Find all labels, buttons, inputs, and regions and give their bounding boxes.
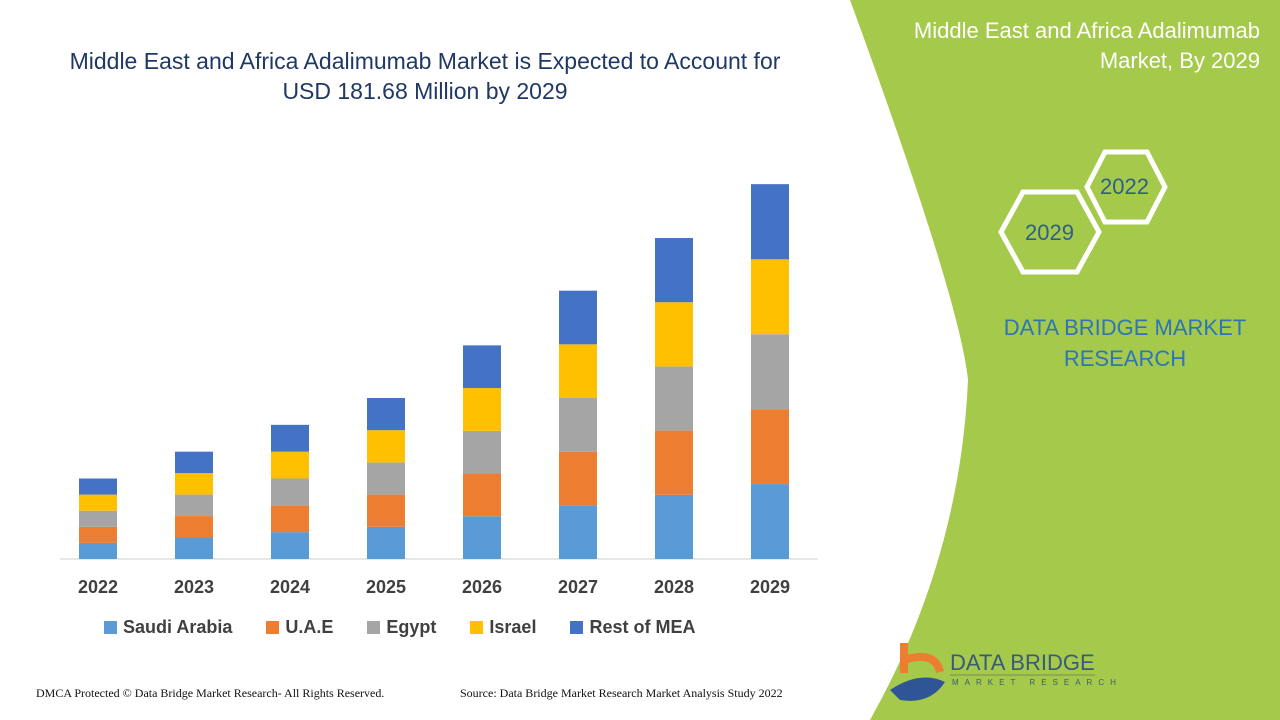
bar-segment-egypt-2027	[559, 398, 597, 452]
bar-segment-israel-2023	[175, 473, 213, 495]
bar-segment-rest-of-mea-2027	[559, 290, 597, 345]
legend-item: Saudi Arabia	[104, 617, 232, 638]
bar-segment-saudi-arabia-2027	[559, 505, 597, 559]
legend-swatch	[266, 621, 280, 634]
legend-item: Egypt	[367, 617, 436, 638]
bar-segment-egypt-2023	[175, 494, 213, 517]
bar-segment-israel-2022	[79, 494, 117, 511]
legend-swatch	[570, 621, 584, 634]
x-tick-label: 2024	[270, 577, 310, 597]
legend: Saudi Arabia U.A.E Egypt Israel Rest of MEA	[104, 617, 729, 638]
hex-label-2029: 2029	[1025, 220, 1074, 245]
legend-item: Rest of MEA	[570, 617, 695, 638]
green-panel	[850, 0, 1280, 720]
footer-source: Source: Data Bridge Market Research Mark…	[460, 686, 783, 700]
x-tick-label: 2027	[558, 577, 598, 597]
x-tick-label: 2026	[462, 577, 502, 597]
bar-segment-u-a-e-2028	[655, 430, 693, 495]
bar-segment-egypt-2025	[367, 462, 405, 495]
x-tick-label: 2023	[174, 577, 214, 597]
logo-name: DATA BRIDGE	[950, 650, 1095, 675]
legend-label: Rest of MEA	[589, 617, 696, 637]
legend-swatch	[470, 621, 484, 634]
bar-segment-rest-of-mea-2022	[79, 478, 117, 495]
bar-segment-u-a-e-2022	[79, 526, 117, 543]
bar-segment-egypt-2024	[271, 478, 309, 506]
bar-segment-u-a-e-2024	[271, 505, 309, 533]
bar-segment-rest-of-mea-2024	[271, 424, 309, 452]
bar-segment-rest-of-mea-2023	[175, 451, 213, 474]
bar-segment-u-a-e-2029	[751, 409, 789, 485]
bar-segment-saudi-arabia-2029	[751, 484, 789, 559]
x-tick-label: 2028	[654, 577, 694, 597]
legend-label: Egypt	[386, 617, 437, 637]
hex-label-2022: 2022	[1100, 174, 1149, 199]
legend-label: Israel	[489, 617, 537, 637]
footer-copyright: DMCA Protected © Data Bridge Market Rese…	[36, 686, 385, 700]
bar-segment-saudi-arabia-2028	[655, 494, 693, 559]
chart-title: Middle East and Africa Adalimumab Market…	[69, 48, 781, 104]
x-tick-label: 2025	[366, 577, 406, 597]
legend-swatch	[367, 621, 381, 634]
bar-segment-egypt-2022	[79, 510, 117, 527]
side-title: Middle East and Africa Adalimumab Market…	[913, 18, 1260, 73]
bar-segment-u-a-e-2027	[559, 451, 597, 506]
bar-segment-egypt-2029	[751, 334, 789, 410]
bar-segment-rest-of-mea-2028	[655, 238, 693, 303]
bar-segment-rest-of-mea-2029	[751, 184, 789, 260]
bar-segment-saudi-arabia-2022	[79, 542, 117, 559]
bar-segment-u-a-e-2025	[367, 494, 405, 527]
bar-segment-israel-2027	[559, 344, 597, 399]
bar-segment-u-a-e-2026	[463, 473, 501, 517]
bar-segment-israel-2026	[463, 388, 501, 431]
bar-segment-israel-2028	[655, 302, 693, 367]
hexagon-2022	[1084, 149, 1168, 225]
bar-segment-israel-2024	[271, 451, 309, 479]
legend-label: U.A.E	[285, 617, 334, 637]
bar-segment-egypt-2028	[655, 366, 693, 431]
hexagon-2029	[998, 189, 1102, 275]
x-tick-label: 2029	[750, 577, 790, 597]
bar-segment-rest-of-mea-2025	[367, 398, 405, 431]
logo-icon	[890, 643, 945, 701]
bar-segment-u-a-e-2023	[175, 516, 213, 538]
legend-item: U.A.E	[266, 617, 333, 638]
bar-segment-egypt-2026	[463, 430, 501, 474]
bar-segment-saudi-arabia-2023	[175, 537, 213, 559]
bar-segment-saudi-arabia-2025	[367, 526, 405, 559]
bar-segment-rest-of-mea-2026	[463, 345, 501, 389]
legend-swatch	[104, 621, 117, 634]
brand-text: DATA BRIDGE MARKET RESEARCH	[1003, 315, 1247, 371]
bar-segment-saudi-arabia-2024	[271, 532, 309, 559]
logo-sub: MARKET RESEARCH	[952, 678, 1122, 687]
bar-segment-israel-2029	[751, 259, 789, 335]
x-tick-label: 2022	[78, 577, 118, 597]
bar-segment-israel-2025	[367, 430, 405, 463]
bar-segment-saudi-arabia-2026	[463, 516, 501, 559]
legend-label: Saudi Arabia	[123, 617, 233, 637]
legend-item: Israel	[470, 617, 536, 638]
